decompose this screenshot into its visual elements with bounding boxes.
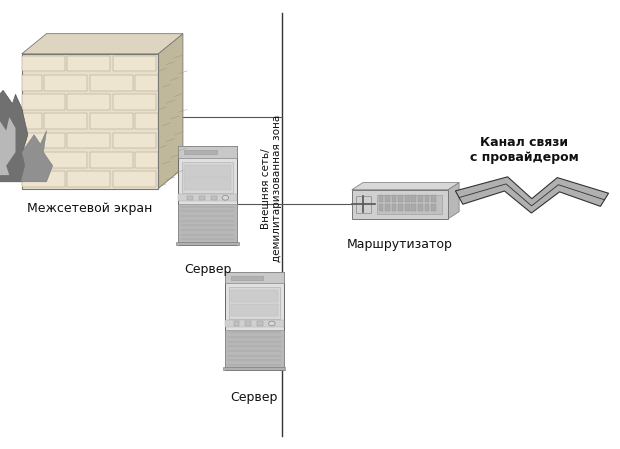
Text: Канал связи
с провайдером: Канал связи с провайдером [469, 136, 578, 164]
Bar [231, 276, 263, 280]
Bar [179, 204, 237, 242]
Bar [90, 114, 133, 129]
Bar [177, 242, 239, 245]
Bar [224, 330, 284, 367]
Bar [113, 132, 156, 148]
Bar [431, 204, 436, 211]
Bar [113, 94, 156, 110]
Bar [386, 204, 390, 211]
Bar [425, 195, 429, 202]
Bar [224, 272, 284, 283]
Bar [184, 165, 231, 176]
Bar [399, 195, 403, 202]
Bar [224, 320, 284, 327]
Polygon shape [448, 182, 459, 219]
Bar [113, 56, 156, 71]
Bar [113, 171, 156, 187]
Bar [392, 195, 396, 202]
Bar [45, 75, 87, 91]
Bar [405, 204, 409, 211]
Bar [22, 114, 42, 129]
Bar [224, 272, 284, 370]
Bar [412, 195, 416, 202]
Bar [67, 94, 110, 110]
Polygon shape [22, 34, 183, 54]
Bar [418, 204, 423, 211]
Bar [45, 152, 87, 167]
Bar [67, 56, 110, 71]
Polygon shape [20, 131, 53, 182]
Text: Маршрутизатор: Маршрутизатор [347, 238, 453, 251]
Bar [386, 195, 390, 202]
Bar [377, 195, 442, 214]
Bar [392, 204, 396, 211]
Bar [246, 321, 251, 326]
Text: Межсетевой экран: Межсетевой экран [27, 202, 153, 215]
Bar [234, 321, 239, 326]
Bar [231, 291, 278, 302]
Polygon shape [0, 117, 16, 175]
Bar [67, 132, 110, 148]
Bar [90, 152, 133, 167]
Bar [135, 75, 158, 91]
Bar [184, 178, 231, 190]
Circle shape [222, 195, 229, 200]
Bar [22, 94, 64, 110]
Bar [379, 195, 383, 202]
Bar [399, 204, 403, 211]
Bar [211, 196, 216, 200]
Bar [179, 146, 237, 245]
Bar [356, 195, 371, 213]
Text: Внешняя сеть/
демилитаризованная зона: Внешняя сеть/ демилитаризованная зона [261, 115, 282, 262]
Bar [184, 150, 216, 154]
Polygon shape [158, 34, 183, 189]
Polygon shape [456, 177, 609, 213]
Bar [425, 204, 429, 211]
Bar [412, 204, 416, 211]
Bar [22, 75, 42, 91]
Polygon shape [0, 90, 31, 182]
Bar [45, 114, 87, 129]
Bar [199, 196, 205, 200]
Bar [22, 171, 64, 187]
Bar [179, 194, 237, 201]
Bar [405, 195, 409, 202]
Bar [22, 56, 64, 71]
Bar [22, 132, 64, 148]
Bar [179, 146, 237, 158]
Bar [431, 195, 436, 202]
Polygon shape [352, 182, 459, 189]
Bar [67, 171, 110, 187]
Bar [22, 54, 158, 189]
Text: Сервер: Сервер [231, 391, 278, 404]
Bar [135, 152, 158, 167]
Bar [223, 367, 285, 370]
Bar [257, 321, 263, 326]
Bar [182, 162, 233, 194]
Text: Сервер: Сервер [184, 263, 231, 276]
Bar [231, 304, 278, 316]
Bar [90, 75, 133, 91]
Bar [352, 189, 448, 219]
Bar [187, 196, 193, 200]
Circle shape [268, 321, 275, 326]
Bar [22, 152, 42, 167]
Bar [135, 114, 158, 129]
Bar [418, 195, 423, 202]
Bar [229, 287, 280, 319]
Bar [379, 204, 383, 211]
